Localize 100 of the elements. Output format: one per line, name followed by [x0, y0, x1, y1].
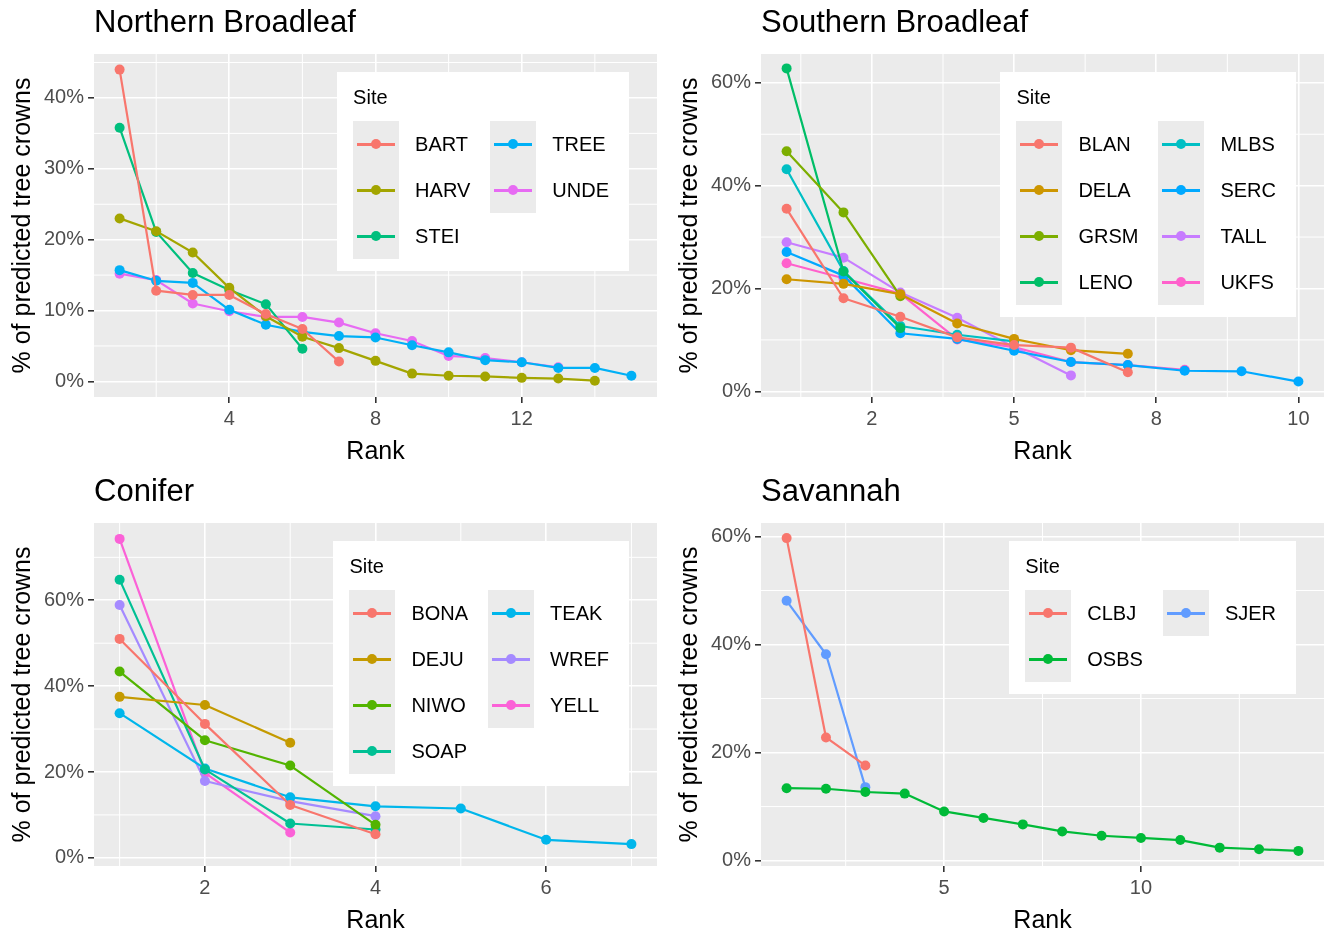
point	[781, 203, 792, 214]
x-tick-label: 8	[1150, 406, 1162, 429]
point	[895, 311, 906, 322]
point	[1254, 844, 1265, 855]
point	[370, 819, 381, 830]
point	[781, 258, 792, 269]
x-tick-label: 4	[369, 875, 382, 898]
point	[297, 311, 308, 322]
x-axis-title: Rank	[1013, 435, 1073, 464]
x-tick-label: 5	[1008, 406, 1020, 429]
y-tick-label: 20%	[711, 276, 752, 299]
point	[1293, 845, 1304, 856]
point	[455, 803, 466, 814]
legend-label: WREF	[550, 647, 609, 671]
legend-title: Site	[1016, 86, 1052, 109]
point	[285, 827, 296, 838]
y-tick-label: 60%	[711, 70, 752, 93]
point	[114, 691, 125, 702]
point	[114, 64, 125, 75]
x-tick-label: 8	[369, 406, 382, 429]
y-tick-label: 20%	[44, 759, 85, 782]
point	[187, 277, 198, 288]
point	[370, 811, 381, 822]
point	[187, 247, 198, 258]
point	[952, 318, 963, 329]
point	[114, 574, 125, 585]
point	[820, 783, 831, 794]
point	[333, 356, 344, 367]
point	[1065, 370, 1076, 381]
point	[187, 289, 198, 300]
legend-title: Site	[353, 86, 389, 109]
legend-label: UNDE	[552, 178, 609, 202]
y-axis-title: % of predicted tree crowns	[6, 546, 35, 843]
point	[114, 666, 125, 677]
x-tick-label: 10	[1129, 875, 1153, 898]
x-tick-label: 2	[866, 406, 878, 429]
point	[333, 343, 344, 354]
point	[1122, 367, 1133, 378]
y-tick-label: 20%	[711, 740, 752, 763]
legend-label: BART	[415, 132, 469, 156]
point	[199, 735, 210, 746]
point	[978, 812, 989, 823]
point	[838, 293, 849, 304]
point	[151, 285, 162, 296]
point	[199, 700, 210, 711]
point	[114, 599, 125, 610]
point	[1122, 348, 1133, 359]
point	[480, 371, 491, 382]
y-tick-label: 10%	[44, 298, 85, 321]
chart-title: Conifer	[94, 473, 194, 509]
y-tick-label: 30%	[44, 156, 85, 179]
point	[199, 718, 210, 729]
point	[781, 783, 792, 794]
point	[187, 267, 198, 278]
y-tick-label: 60%	[711, 524, 752, 547]
point	[1096, 830, 1107, 841]
chart-title: Southern Broadleaf	[761, 4, 1029, 40]
point	[516, 372, 527, 383]
point	[820, 649, 831, 660]
point	[781, 146, 792, 157]
point	[781, 237, 792, 248]
y-axis-title: % of predicted tree crowns	[673, 546, 702, 843]
point	[285, 818, 296, 829]
point	[285, 800, 296, 811]
chart-title: Savannah	[761, 473, 901, 509]
point	[1214, 842, 1225, 853]
point	[1236, 366, 1247, 377]
y-tick-label: 0%	[55, 845, 85, 868]
y-axis-title: % of predicted tree crowns	[673, 77, 702, 374]
y-tick-label: 40%	[711, 632, 752, 655]
legend-label: SERC	[1220, 178, 1276, 202]
point	[820, 732, 831, 743]
x-tick-label: 6	[540, 875, 552, 898]
point	[589, 362, 600, 373]
point	[199, 776, 210, 786]
y-tick-label: 40%	[44, 673, 85, 696]
point	[1135, 832, 1146, 843]
legend-label: LENO	[1078, 270, 1133, 294]
legend-label: TREE	[552, 132, 606, 156]
point	[1175, 835, 1186, 846]
y-tick-label: 40%	[711, 173, 752, 196]
point	[224, 289, 235, 300]
point	[285, 760, 296, 771]
legend-label: TEAK	[550, 601, 603, 625]
point	[333, 331, 344, 342]
legend-label: MLBS	[1220, 132, 1275, 156]
point	[1293, 376, 1304, 387]
legend-label: GRSM	[1078, 224, 1139, 248]
legend-label: YELL	[550, 693, 600, 717]
y-tick-label: 0%	[55, 368, 85, 391]
point	[781, 274, 792, 285]
point	[114, 533, 125, 544]
y-tick-label: 0%	[722, 378, 752, 401]
point	[781, 533, 792, 544]
point	[939, 806, 950, 817]
x-axis-title: Rank	[346, 904, 406, 933]
legend-label: DEJU	[411, 647, 464, 671]
point	[297, 343, 308, 354]
point	[370, 332, 381, 343]
y-tick-label: 0%	[722, 848, 752, 871]
